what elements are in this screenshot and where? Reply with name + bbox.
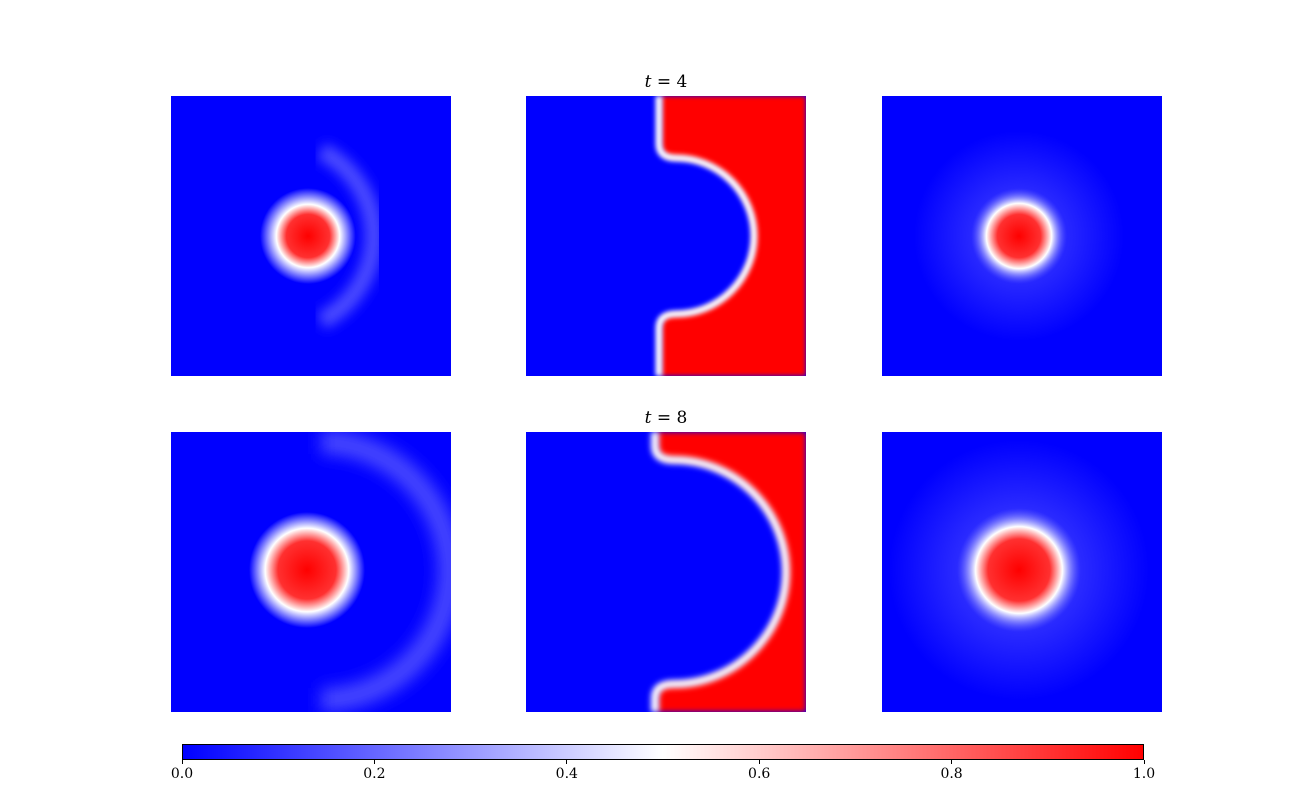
heatmap-panel-r1-c2	[526, 96, 806, 376]
colorbar-tick-label: 0.4	[555, 766, 578, 782]
colorbar-gradient	[182, 744, 1144, 760]
title-equals: =	[651, 72, 677, 92]
red-region	[657, 432, 806, 712]
heatmap-panel-r2-c2	[526, 432, 806, 712]
colorbar-tick-mark	[181, 760, 183, 764]
title-variable: t	[644, 408, 652, 428]
title-value: 8	[676, 408, 688, 428]
red-region	[661, 96, 806, 376]
hot-spot	[957, 508, 1081, 632]
wave-arc	[316, 142, 383, 330]
white-interface	[655, 96, 758, 376]
wave-arc	[320, 432, 451, 712]
hot-spot	[249, 512, 365, 628]
title-equals: =	[651, 408, 677, 428]
hot-spot	[971, 188, 1067, 284]
colorbar-tick-mark	[758, 760, 760, 764]
colorbar-tick-label: 1.0	[1132, 766, 1156, 782]
heatmap-panel-r2-c1	[171, 432, 451, 712]
white-interface	[651, 432, 790, 712]
colorbar-tick-label: 0.8	[940, 766, 963, 782]
heatmap-panel-r2-c3	[882, 432, 1162, 712]
heatmap-panel-r1-c1	[171, 96, 451, 376]
colorbar-tick-mark	[566, 760, 568, 764]
colorbar-tick-label: 0.6	[748, 766, 771, 782]
hot-spot	[260, 188, 356, 284]
row-title-t8: t = 8	[526, 408, 806, 428]
row-title-t4: t = 4	[526, 72, 806, 92]
title-value: 4	[676, 72, 688, 92]
colorbar-tick-mark	[951, 760, 953, 764]
colorbar-tick-mark	[373, 760, 375, 764]
heatmap-panel-r1-c3	[882, 96, 1162, 376]
colorbar-tick-label: 0.2	[363, 766, 386, 782]
colorbar-tick-mark	[1143, 760, 1145, 764]
colorbar-tick-label: 0.0	[170, 766, 194, 782]
title-variable: t	[644, 72, 652, 92]
colorbar	[182, 744, 1144, 760]
